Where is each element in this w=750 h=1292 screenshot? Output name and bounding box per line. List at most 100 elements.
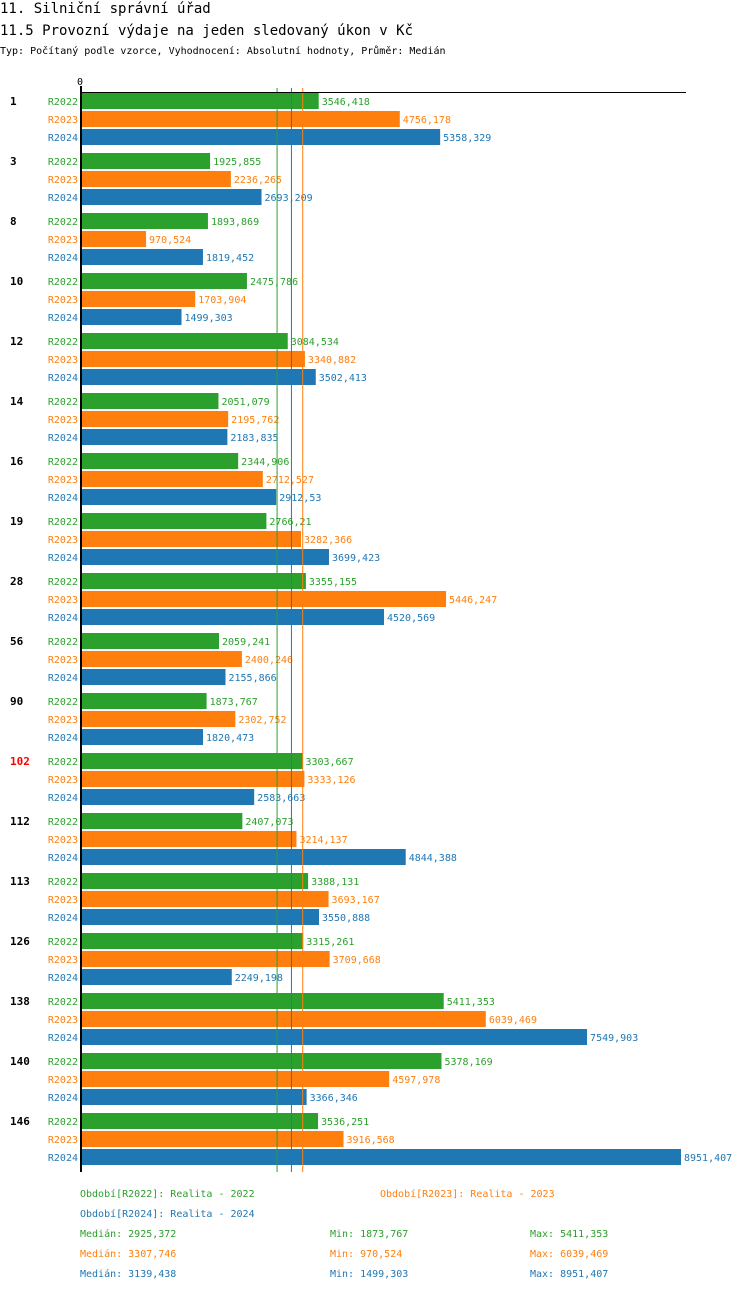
data-label: 3536,251	[321, 1117, 369, 1128]
data-label: 2693,209	[265, 193, 313, 204]
stat-max: Max: 8951,407	[530, 1269, 608, 1280]
bar	[81, 171, 231, 187]
category-label: 8	[10, 215, 17, 228]
bar	[81, 873, 309, 889]
data-label: 4520,569	[387, 613, 435, 624]
bar	[81, 993, 444, 1009]
bar	[81, 669, 226, 685]
series-label: R2023	[48, 955, 78, 966]
data-label: 2051,079	[221, 397, 269, 408]
series-label: R2022	[48, 997, 78, 1008]
data-label: 3916,568	[347, 1135, 395, 1146]
category-label: 28	[10, 575, 23, 588]
bar	[81, 753, 303, 769]
series-label: R2022	[48, 877, 78, 888]
data-label: 2249,198	[235, 973, 283, 984]
category-label: 1	[10, 95, 17, 108]
series-label: R2023	[48, 175, 78, 186]
series-label: R2022	[48, 697, 78, 708]
data-label: 1499,303	[184, 313, 232, 324]
page-title: 11. Silniční správní úřad	[0, 1, 211, 17]
data-label: 5411,353	[447, 997, 495, 1008]
data-label: 4756,178	[403, 115, 451, 126]
bar	[81, 429, 228, 445]
data-label: 1873,767	[210, 697, 258, 708]
data-label: 3366,346	[310, 1093, 358, 1104]
data-label: 5446,247	[449, 595, 497, 606]
bar	[81, 489, 277, 505]
bar	[81, 291, 196, 307]
series-label: R2022	[48, 397, 78, 408]
data-label: 3214,137	[299, 835, 347, 846]
bar	[81, 609, 385, 625]
bar	[81, 813, 243, 829]
bar	[81, 1011, 486, 1027]
series-label: R2022	[48, 1057, 78, 1068]
series-label: R2022	[48, 337, 78, 348]
series-label: R2024	[48, 253, 78, 264]
series-label: R2023	[48, 595, 78, 606]
series-label: R2023	[48, 1015, 78, 1026]
series-label: R2023	[48, 295, 78, 306]
category-label: 16	[10, 455, 24, 468]
category-label: 12	[10, 335, 23, 348]
stat-median: Medián: 2925,372	[80, 1228, 176, 1240]
bar	[81, 471, 263, 487]
category-label: 146	[10, 1115, 30, 1128]
data-label: 2236,265	[234, 175, 282, 186]
category-label: 10	[10, 275, 23, 288]
series-label: R2023	[48, 235, 78, 246]
legend-entry: Období[R2022]: Realita - 2022	[80, 1188, 255, 1200]
stat-min: Min: 1873,767	[330, 1229, 408, 1240]
data-label: 3315,261	[306, 937, 354, 948]
category-label: 112	[10, 815, 30, 828]
series-label: R2022	[48, 817, 78, 828]
series-label: R2024	[48, 733, 78, 744]
series-label: R2024	[48, 613, 78, 624]
bar	[81, 591, 447, 607]
series-label: R2023	[48, 775, 78, 786]
bar	[81, 1131, 344, 1147]
series-label: R2023	[48, 355, 78, 366]
data-label: 8951,407	[684, 1153, 732, 1164]
series-label: R2024	[48, 1093, 78, 1104]
data-label: 3709,668	[333, 955, 381, 966]
series-label: R2024	[48, 493, 78, 504]
bar	[81, 111, 400, 127]
series-label: R2023	[48, 475, 78, 486]
data-label: 5378,169	[444, 1057, 492, 1068]
stat-min: Min: 1499,303	[330, 1269, 408, 1280]
bar	[81, 1053, 442, 1069]
data-label: 3693,167	[332, 895, 380, 906]
category-label: 102	[10, 755, 30, 768]
category-label: 138	[10, 995, 30, 1008]
category-label: 19	[10, 515, 23, 528]
stat-max: Max: 5411,353	[530, 1229, 608, 1240]
category-label: 126	[10, 935, 30, 948]
data-label: 3699,423	[332, 553, 380, 564]
legend-entry: Období[R2024]: Realita - 2024	[80, 1208, 255, 1220]
data-label: 2912,53	[279, 493, 321, 504]
series-label: R2023	[48, 115, 78, 126]
bar	[81, 693, 207, 709]
stat-median: Medián: 3139,438	[80, 1268, 176, 1280]
series-label: R2022	[48, 637, 78, 648]
series-label: R2023	[48, 655, 78, 666]
data-label: 3303,667	[305, 757, 353, 768]
data-label: 2583,663	[257, 793, 305, 804]
bar	[81, 531, 302, 547]
data-label: 2183,835	[230, 433, 278, 444]
bar	[81, 249, 203, 265]
bar	[81, 1071, 390, 1087]
series-label: R2024	[48, 193, 78, 204]
series-label: R2024	[48, 373, 78, 384]
bar	[81, 831, 297, 847]
data-label: 5358,329	[443, 133, 491, 144]
series-label: R2024	[48, 133, 78, 144]
chart-info: Typ: Počítaný podle vzorce, Vyhodnocení:…	[0, 45, 446, 57]
series-label: R2023	[48, 1075, 78, 1086]
data-label: 3340,882	[308, 355, 356, 366]
data-label: 3333,126	[307, 775, 355, 786]
data-label: 7549,903	[590, 1033, 638, 1044]
